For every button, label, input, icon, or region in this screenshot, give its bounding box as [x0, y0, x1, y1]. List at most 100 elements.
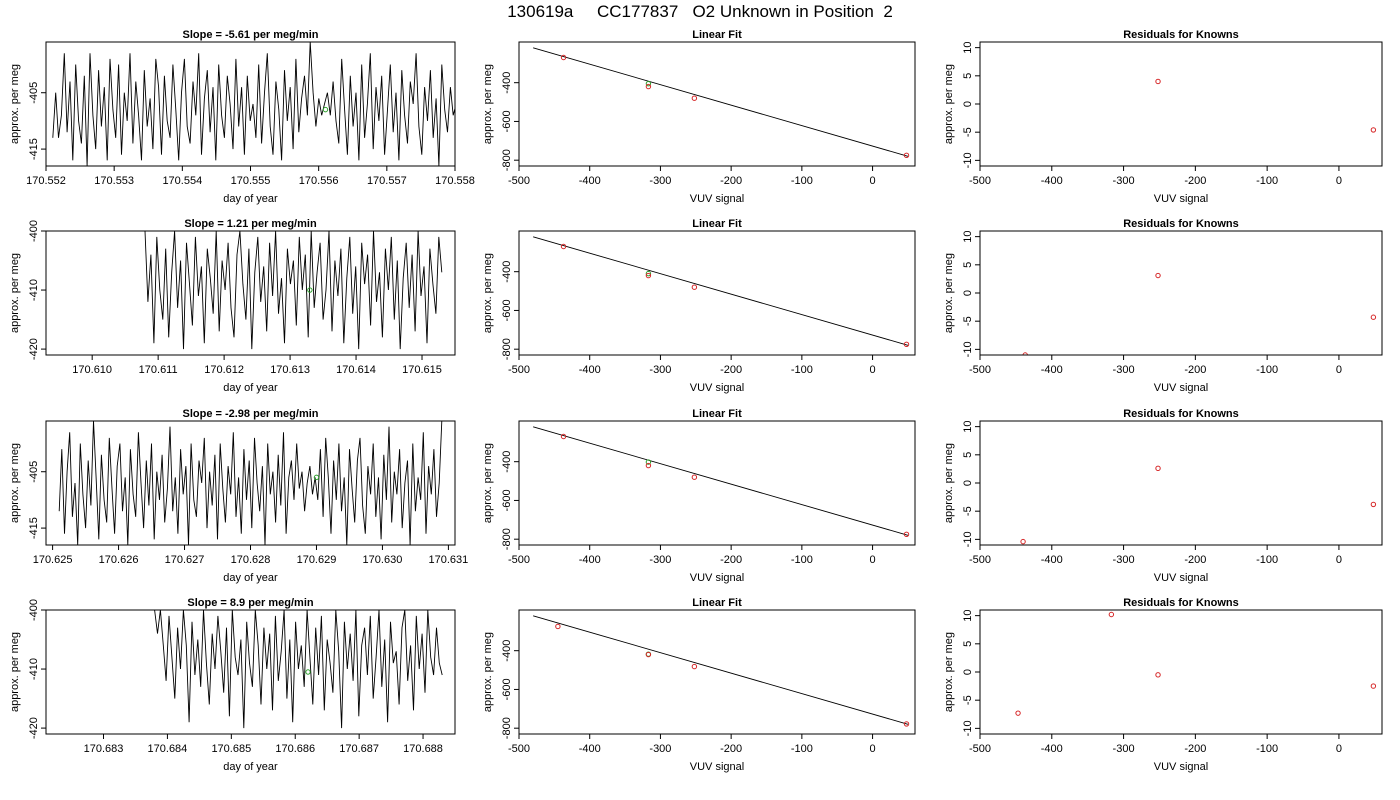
x-tick-label: -400 [579, 175, 601, 187]
y-tick-label: -10 [962, 720, 974, 736]
y-tick-label: 10 [962, 231, 974, 243]
x-tick-label: -300 [1113, 554, 1135, 566]
y-tick-label: 10 [962, 610, 974, 622]
x-tick-label: -300 [1113, 743, 1135, 755]
x-axis-label: VUV signal [1154, 382, 1208, 394]
known-point [903, 152, 910, 159]
x-tick-label: -300 [1113, 364, 1135, 376]
x-tick-label: -200 [1184, 743, 1206, 755]
x-tick-label: 170.630 [363, 554, 403, 566]
residual-point [1015, 710, 1021, 716]
y-tick-label: -5 [962, 127, 974, 137]
data-trace [144, 231, 443, 350]
y-tick-label: -400 [28, 599, 40, 621]
chart-title: Residuals for Knowns [1123, 597, 1239, 609]
x-tick-label: 0 [870, 364, 876, 376]
known-point [645, 462, 652, 469]
fit-line [533, 615, 909, 725]
x-tick-label: 0 [870, 554, 876, 566]
y-tick-label: -410 [28, 658, 40, 680]
x-tick-label: 170.555 [231, 175, 271, 187]
y-tick-label: 5 [962, 641, 974, 647]
known-point [903, 721, 910, 727]
x-tick-label: 170.614 [336, 364, 376, 376]
x-tick-label: -100 [1256, 554, 1278, 566]
y-tick-label: -800 [501, 149, 513, 171]
y-tick-label: -10 [962, 152, 974, 168]
y-tick-label: -400 [501, 640, 513, 662]
x-tick-label: 170.629 [297, 554, 337, 566]
y-tick-label: 5 [962, 262, 974, 268]
panel-2-2: Linear Fit VUV signal approx. per meg -500 -… [482, 218, 916, 394]
x-tick-label: -500 [508, 743, 530, 755]
residual-point [1108, 611, 1115, 618]
y-tick-label: 5 [962, 452, 974, 458]
unknown-marker [322, 106, 329, 113]
x-tick-label: -200 [720, 364, 742, 376]
x-tick-label: 170.556 [299, 175, 339, 187]
plot-area [144, 231, 443, 350]
y-tick-label: -405 [28, 82, 40, 104]
y-tick-label: -600 [501, 110, 513, 132]
chart-title: Slope = 8.9 per meg/min [187, 597, 314, 609]
x-tick-label: -100 [1256, 743, 1278, 755]
unknown-marker [305, 669, 311, 675]
plot-area [58, 421, 443, 545]
plot-area [1015, 611, 1377, 716]
chart-title: Slope = -2.98 per meg/min [182, 408, 318, 420]
residual-point [1370, 127, 1377, 133]
fit-line [533, 426, 909, 536]
chart-title: Slope = -5.61 per meg/min [182, 29, 318, 41]
y-tick-label: 0 [962, 669, 974, 675]
x-tick-label: -100 [791, 175, 813, 187]
x-tick-label: -100 [1256, 364, 1278, 376]
x-tick-label: -200 [720, 554, 742, 566]
known-point [903, 341, 910, 348]
chart-title: Residuals for Knowns [1123, 29, 1239, 41]
x-tick-label: -400 [1041, 743, 1063, 755]
x-tick-label: -300 [649, 743, 671, 755]
panel-4-1: Slope = 8.9 per meg/min day of year approx… [9, 597, 456, 773]
known-point [691, 284, 698, 290]
x-tick-label: -300 [649, 175, 671, 187]
panel-1-2: Linear Fit VUV signal approx. per meg -500 -… [482, 29, 916, 205]
x-tick-label: -300 [649, 364, 671, 376]
y-tick-label: -400 [501, 261, 513, 283]
unknown-marker [307, 287, 313, 293]
x-tick-label: 170.610 [72, 364, 112, 376]
plot-area [154, 610, 443, 729]
known-point [560, 54, 567, 61]
x-tick-label: 170.625 [33, 554, 73, 566]
data-trace [154, 610, 443, 729]
x-tick-label: 170.685 [211, 743, 251, 755]
y-tick-label: -415 [28, 517, 40, 539]
chart-title: Residuals for Knowns [1123, 408, 1239, 420]
residual-point [1370, 314, 1377, 320]
x-tick-label: -500 [969, 175, 991, 187]
x-axis-label: day of year [223, 572, 278, 584]
x-tick-label: 170.613 [270, 364, 310, 376]
x-axis-label: day of year [223, 193, 278, 205]
y-axis-label: approx. per meg [9, 632, 21, 712]
chart-title: Linear Fit [692, 408, 742, 420]
y-tick-label: -5 [962, 316, 974, 326]
plot-frame [45, 609, 456, 735]
x-tick-label: 170.611 [139, 364, 178, 376]
unknown-point [645, 80, 652, 87]
fit-line [533, 47, 909, 157]
y-tick-label: 0 [962, 101, 974, 107]
plot-frame [518, 420, 916, 546]
y-axis-label: approx. per meg [9, 253, 21, 333]
residual-point [1370, 501, 1377, 508]
plot-frame [979, 420, 1383, 546]
x-tick-label: -500 [969, 364, 991, 376]
plot-frame [979, 609, 1383, 735]
x-tick-label: -500 [508, 364, 530, 376]
x-axis-label: VUV signal [690, 382, 744, 394]
y-axis-label: approx. per meg [943, 64, 955, 144]
x-axis-label: VUV signal [690, 761, 744, 773]
known-point [903, 531, 910, 538]
x-tick-label: 170.558 [435, 175, 475, 187]
x-tick-label: 170.552 [26, 175, 66, 187]
